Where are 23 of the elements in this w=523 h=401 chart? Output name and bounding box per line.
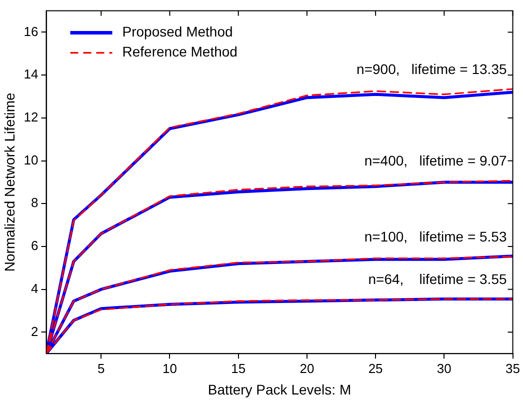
x-axis-title: Battery Pack Levels: M	[208, 381, 352, 398]
x-tick-label: 25	[368, 360, 383, 376]
legend-label: Reference Method	[122, 44, 238, 60]
y-tick-label: 14	[24, 66, 38, 82]
y-tick-label: 10	[24, 152, 38, 168]
y-tick-label: 16	[24, 24, 38, 39]
annotation: n=900, lifetime = 13.35	[356, 60, 507, 77]
annotation: n=100, lifetime = 5.53	[364, 228, 507, 244]
y-tick-label: 6	[31, 238, 38, 254]
y-axis-title: Normalized Network Lifetime	[1, 92, 18, 272]
x-tick-label: 20	[300, 360, 314, 376]
y-tick-label: 8	[31, 195, 38, 210]
x-tick-label: 30	[436, 360, 452, 376]
x-tick-label: 10	[162, 360, 177, 376]
annotation: n=400, lifetime = 9.07	[364, 152, 507, 169]
x-tick-label: 5	[98, 360, 105, 376]
x-tick-label: 15	[231, 360, 246, 376]
x-tick-label: 35	[506, 360, 520, 376]
annotation: n=64, lifetime = 3.55	[368, 270, 507, 287]
y-tick-label: 4	[31, 280, 38, 296]
y-tick-label: 12	[24, 110, 38, 125]
y-tick-label: 2	[31, 324, 38, 339]
legend-label: Proposed Method	[122, 24, 233, 40]
